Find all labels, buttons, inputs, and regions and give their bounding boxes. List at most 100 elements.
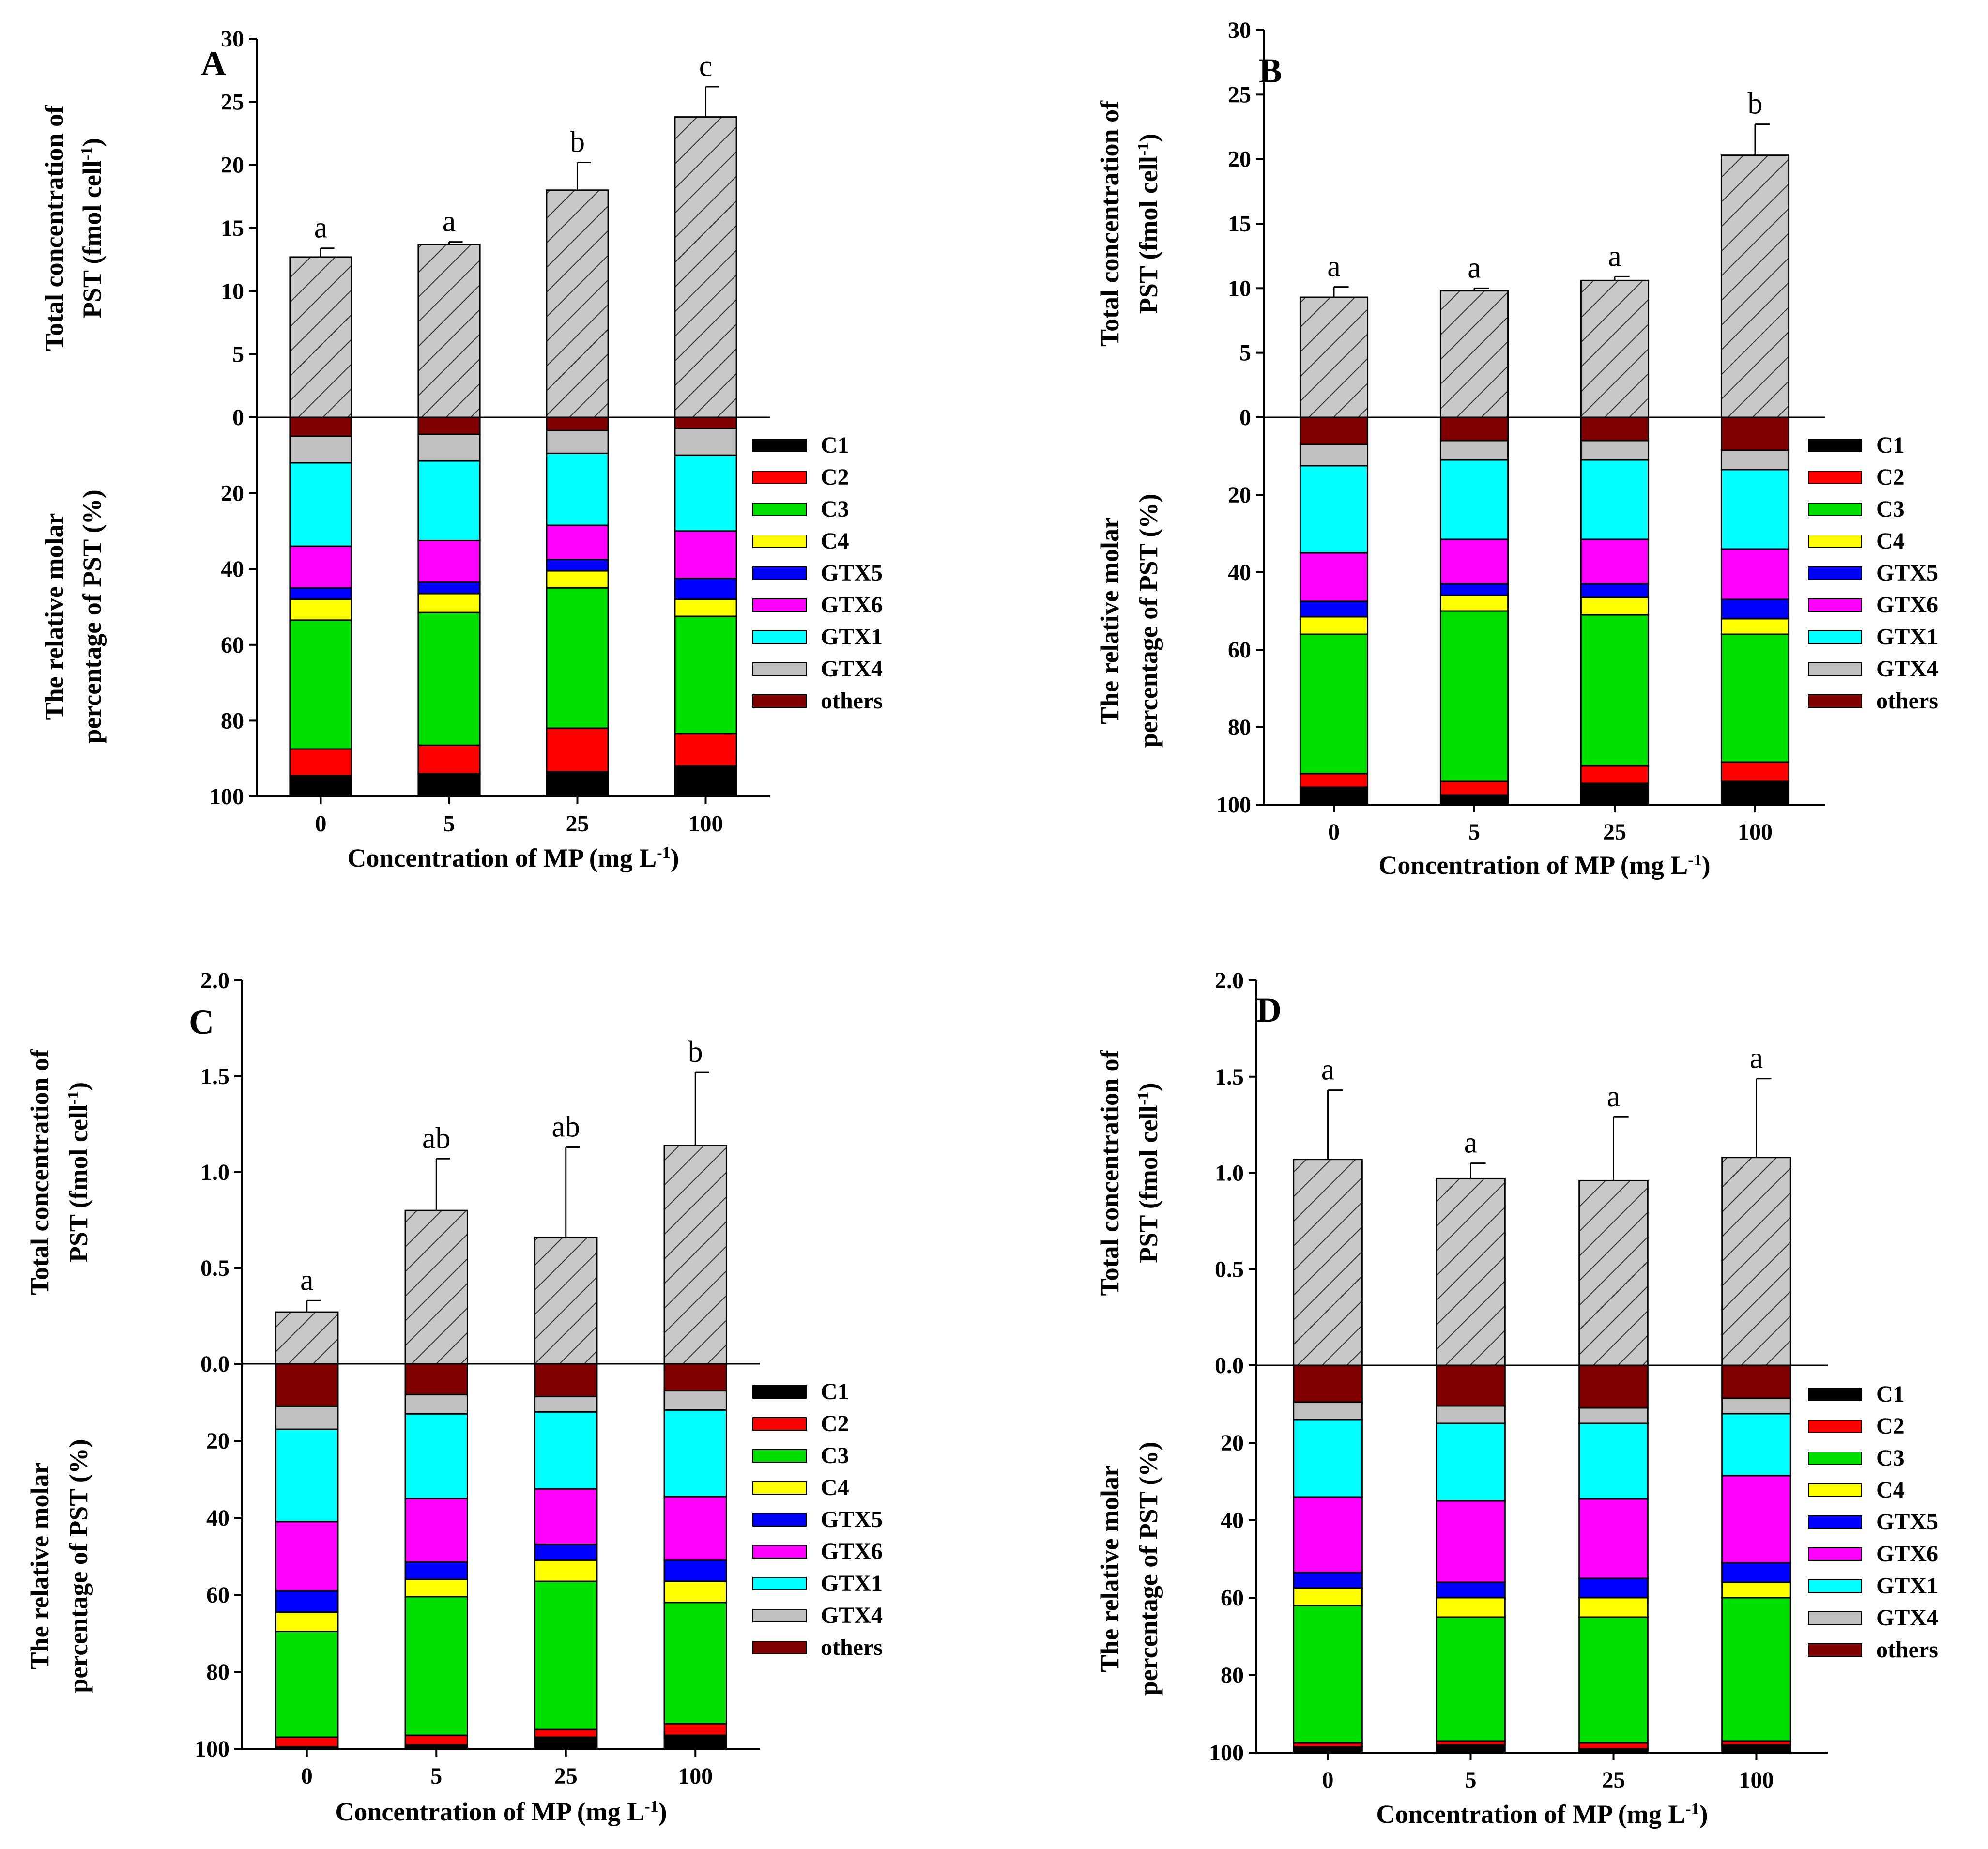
segment-gtx4-0 xyxy=(1293,1401,1363,1421)
segment-gtx4-25 xyxy=(1578,1407,1649,1424)
segment-others-0 xyxy=(1299,416,1369,445)
x-tick-label: 0 xyxy=(301,1763,313,1789)
segment-c3-5 xyxy=(1439,610,1509,782)
segment-gtx5-5 xyxy=(417,581,481,595)
y-tick-label: 100 xyxy=(1216,792,1251,818)
x-axis-title-main: Concentration of MP (mg L xyxy=(1378,851,1688,880)
segment-gtx6-25 xyxy=(1580,538,1650,585)
segment-c1-100 xyxy=(663,1734,727,1750)
x-axis-title: Concentration of MP (mg L-1) xyxy=(1378,851,1710,880)
x-tick-label: 100 xyxy=(1738,819,1773,845)
segment-others-25 xyxy=(1580,416,1650,442)
segment-c2-25 xyxy=(534,1728,598,1738)
legend-swatch-c2 xyxy=(752,471,807,484)
segment-gtx5-5 xyxy=(1436,1581,1506,1599)
segment-others-5 xyxy=(1436,1364,1506,1407)
legend-label-gtx5: GTX5 xyxy=(1876,560,1938,586)
legend-swatch-gtx1 xyxy=(752,630,807,644)
total-bar-5 xyxy=(417,244,481,418)
segment-c2-0 xyxy=(1299,773,1369,788)
legend-label-c4: C4 xyxy=(1876,1477,1905,1503)
legend-swatch-c4 xyxy=(1808,535,1862,548)
segment-gtx1-100 xyxy=(1720,469,1790,550)
significance-letter: a xyxy=(1468,251,1481,284)
segment-c3-0 xyxy=(275,1631,339,1738)
y-axis-title-bottom-line2: percentage of PST (%) xyxy=(1134,1442,1163,1696)
segment-gtx6-0 xyxy=(289,545,352,589)
segment-gtx4-25 xyxy=(546,429,609,454)
significance-letter: b xyxy=(688,1036,703,1069)
legend: C1 C2 C3 C4 GTX5 GTX6 GTX1 GTX4 others xyxy=(752,1379,883,1660)
significance-letter: a xyxy=(443,205,456,238)
y-tick-label: 60 xyxy=(1221,1585,1244,1611)
panel-letter: B xyxy=(1259,51,1282,90)
x-tick-label: 100 xyxy=(688,811,723,837)
segment-gtx1-25 xyxy=(546,452,609,526)
segment-others-5 xyxy=(404,1363,468,1396)
total-bar-100 xyxy=(663,1145,727,1365)
legend-label-gtx1: GTX1 xyxy=(1876,624,1938,650)
legend-swatch-gtx1 xyxy=(1808,1579,1862,1593)
legend-label-gtx1: GTX1 xyxy=(821,1571,883,1596)
significance-letter: a xyxy=(1327,250,1341,283)
segment-c1-25 xyxy=(534,1736,598,1750)
segment-c3-100 xyxy=(1720,633,1790,763)
segment-gtx1-100 xyxy=(663,1409,727,1498)
x-axis-title-close: ) xyxy=(658,1797,667,1826)
legend-swatch-c3 xyxy=(752,503,807,516)
segment-c4-5 xyxy=(404,1578,468,1598)
segment-c2-5 xyxy=(404,1734,468,1746)
segment-c2-0 xyxy=(275,1736,339,1748)
y-tick-label: 0.5 xyxy=(200,1255,229,1281)
segment-gtx1-100 xyxy=(674,454,737,532)
legend-swatch-c4 xyxy=(752,535,807,548)
legend-label-c2: C2 xyxy=(821,1411,849,1436)
segment-others-25 xyxy=(1578,1364,1649,1409)
y-tick-label: 80 xyxy=(1228,715,1251,740)
y-tick-label: 0 xyxy=(1239,405,1251,430)
y-tick-label: 40 xyxy=(1228,560,1251,585)
x-axis-title-close: ) xyxy=(671,843,679,872)
segment-gtx1-5 xyxy=(1439,459,1509,540)
y-tick-label: 5 xyxy=(232,342,244,367)
legend-label-others: others xyxy=(821,688,883,714)
segment-gtx5-25 xyxy=(1578,1577,1649,1599)
legend-swatch-gtx4 xyxy=(1808,662,1862,676)
legend-swatch-c4 xyxy=(1808,1483,1862,1497)
y-axis-title-top-close: ) xyxy=(77,138,107,147)
x-tick-label: 25 xyxy=(1603,819,1626,845)
legend-swatch-gtx5 xyxy=(1808,1515,1862,1529)
y-tick-label: 0.0 xyxy=(1215,1353,1244,1378)
legend-swatch-c1 xyxy=(1808,439,1862,452)
legend-label-c1: C1 xyxy=(821,1379,849,1405)
legend: C1 C2 C3 C4 GTX5 GTX6 GTX1 GTX4 others xyxy=(752,432,883,714)
panel-b: Ba a a b 0 5 10 15 20 25 30 20 40 60 80 100 0 5 25 100 Conce… xyxy=(1095,17,1938,880)
legend-label-c4: C4 xyxy=(1876,528,1905,554)
legend-label-c3: C3 xyxy=(821,1443,849,1468)
segment-c3-100 xyxy=(663,1602,727,1725)
y-axis-title-top-sup: -1 xyxy=(1134,1091,1152,1105)
legend-swatch-c3 xyxy=(1808,1452,1862,1465)
segment-others-100 xyxy=(1721,1364,1791,1399)
panel-letter: A xyxy=(201,44,226,83)
y-tick-label: 25 xyxy=(221,89,244,115)
x-tick-label: 5 xyxy=(443,811,455,837)
y-tick-label: 1.5 xyxy=(1215,1064,1244,1090)
x-axis-title-sup: -1 xyxy=(1685,1800,1699,1818)
segment-gtx6-5 xyxy=(1439,538,1509,585)
legend-label-gtx1: GTX1 xyxy=(1876,1573,1938,1599)
segment-c1-0 xyxy=(289,775,352,797)
segment-c3-25 xyxy=(546,587,609,729)
segment-gtx6-100 xyxy=(663,1496,727,1561)
legend-swatch-gtx4 xyxy=(1808,1611,1862,1625)
x-tick-label: 5 xyxy=(1468,819,1480,845)
legend-swatch-gtx6 xyxy=(752,598,807,612)
panel-a: Aa a b c 0 5 10 15 20 25 30 20 40 60 80 100 0 5 25 100 Conce… xyxy=(40,26,883,872)
segment-c1-5 xyxy=(1439,794,1509,806)
significance-letter: a xyxy=(314,212,328,244)
x-axis-title-main: Concentration of MP (mg L xyxy=(347,843,657,872)
segment-gtx4-0 xyxy=(289,435,352,464)
x-axis-title-main: Concentration of MP (mg L xyxy=(1376,1800,1685,1829)
y-tick-label: 60 xyxy=(221,632,244,658)
